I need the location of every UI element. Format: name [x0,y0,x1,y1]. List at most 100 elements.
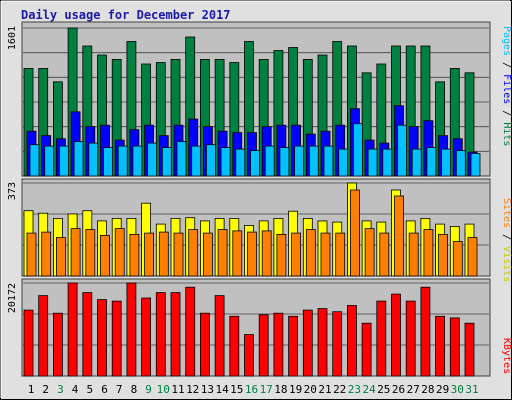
bar-visits-sites-day-12 [188,229,199,277]
bar-requests-pages-day-8 [132,145,143,177]
x-tick-day-5: 5 [86,383,93,396]
x-tick-day-15: 15 [230,383,243,396]
bar-kbytes-kbytes-day-20 [302,309,313,377]
x-tick-day-25: 25 [377,383,390,396]
bar-requests-pages-day-19 [294,145,305,177]
x-tick-day-13: 13 [201,383,214,396]
legend-sep-3: / [501,228,512,246]
bar-kbytes-kbytes-day-14 [214,295,225,377]
bar-visits-sites-day-21 [320,232,331,277]
bar-requests-pages-day-30 [455,150,466,177]
bar-visits-sites-day-16 [247,231,257,277]
bar-kbytes-kbytes-day-9 [141,297,152,377]
bar-kbytes-kbytes-day-15 [229,315,240,377]
bar-visits-sites-day-3 [56,237,66,277]
legend-sites: Sites [501,198,512,228]
bar-kbytes-kbytes-day-19 [288,315,299,377]
legend-files: Files [501,74,512,104]
bar-kbytes-kbytes-day-26 [391,293,401,377]
bar-requests-pages-day-25 [382,148,393,177]
x-tick-day-20: 20 [304,383,317,396]
x-tick-day-8: 8 [131,383,138,396]
x-tick-day-11: 11 [171,383,184,396]
bar-requests-pages-day-15 [235,148,246,177]
legend-sep-2: / [501,104,512,122]
x-tick-day-4: 4 [72,383,79,396]
bar-visits-sites-day-20 [305,229,316,277]
x-tick-day-28: 28 [421,383,434,396]
bar-kbytes-kbytes-day-18 [273,312,284,377]
chart-title: Daily usage for December 2017 [21,8,231,22]
bar-requests-pages-day-20 [308,145,319,177]
bar-kbytes-kbytes-day-22 [332,311,343,377]
bar-visits-sites-day-17 [261,230,272,277]
bar-visits-sites-day-1 [26,232,37,277]
ymax-label-kbytes: 20172 [7,283,18,313]
bar-visits-sites-day-19 [291,232,302,277]
bar-visits-sites-day-25 [379,232,390,277]
x-tick-day-21: 21 [318,383,331,396]
bar-kbytes-kbytes-day-30 [449,317,460,377]
bar-kbytes-kbytes-day-21 [317,308,328,377]
x-tick-day-23: 23 [348,383,361,396]
x-axis-labels: 1 2 3 4 5 6 7 8 9 10 11 12 13 14 15 16 17 18 19 20 21 22 23 24 2… [28,383,479,396]
legend-visits: Visits [501,246,512,282]
bar-kbytes-kbytes-day-17 [258,314,269,377]
bar-visits-sites-day-14 [217,229,228,277]
bar-requests-pages-day-6 [103,147,113,177]
x-tick-day-31: 31 [465,383,478,396]
bar-visits-sites-day-18 [276,233,287,277]
bar-kbytes-kbytes-day-25 [376,300,387,377]
bars [23,27,481,377]
bar-kbytes-kbytes-day-28 [420,286,431,377]
bar-requests-pages-day-24 [367,148,378,177]
bar-visits-sites-day-30 [452,241,463,277]
bar-kbytes-kbytes-day-31 [464,322,475,377]
x-tick-day-24: 24 [362,383,376,396]
bar-requests-pages-day-1 [29,144,40,177]
bar-requests-pages-day-23 [352,123,363,177]
bar-kbytes-kbytes-day-16 [244,334,254,377]
bar-requests-pages-day-29 [441,148,452,177]
side-legend-visits: Sites / Visits [501,198,512,282]
bar-visits-sites-day-26 [394,195,404,277]
bar-kbytes-kbytes-day-10 [155,292,166,377]
bar-requests-pages-day-14 [220,147,231,177]
bar-visits-sites-day-4 [70,228,81,277]
x-tick-day-18: 18 [274,383,287,396]
bar-requests-pages-day-3 [59,145,69,177]
bar-kbytes-kbytes-day-12 [185,286,196,377]
bar-requests-pages-day-12 [191,145,202,177]
x-tick-day-19: 19 [289,383,302,396]
x-tick-day-9: 9 [145,383,152,396]
bar-visits-sites-day-28 [423,229,434,277]
x-tick-day-6: 6 [101,383,108,396]
bar-requests-pages-day-5 [88,142,99,177]
bar-requests-pages-day-16 [250,150,260,177]
x-tick-day-12: 12 [186,383,199,396]
x-tick-day-3: 3 [57,383,64,396]
bar-visits-sites-day-24 [364,228,375,277]
x-tick-day-14: 14 [215,383,229,396]
bar-kbytes-kbytes-day-2 [38,295,49,377]
bar-visits-sites-day-13 [202,232,213,277]
legend-kbytes: KBytes [501,338,512,374]
bar-kbytes-kbytes-day-4 [67,282,78,377]
x-tick-day-27: 27 [407,383,420,396]
bar-visits-sites-day-8 [129,233,140,277]
x-tick-day-7: 7 [116,383,123,396]
bar-visits-sites-day-6 [100,234,110,277]
bar-requests-pages-day-10 [161,147,172,177]
x-tick-day-1: 1 [28,383,35,396]
x-tick-day-17: 17 [260,383,273,396]
bar-requests-pages-day-4 [73,141,84,177]
x-tick-day-26: 26 [392,383,405,396]
x-tick-day-2: 2 [42,383,49,396]
bar-kbytes-kbytes-day-23 [346,305,357,377]
bar-kbytes-kbytes-day-1 [23,309,34,377]
bar-visits-sites-day-7 [114,228,125,277]
bar-visits-sites-day-27 [408,232,419,277]
legend-hits: Hits [501,122,512,146]
x-tick-day-29: 29 [436,383,449,396]
bar-visits-sites-day-9 [144,232,155,277]
